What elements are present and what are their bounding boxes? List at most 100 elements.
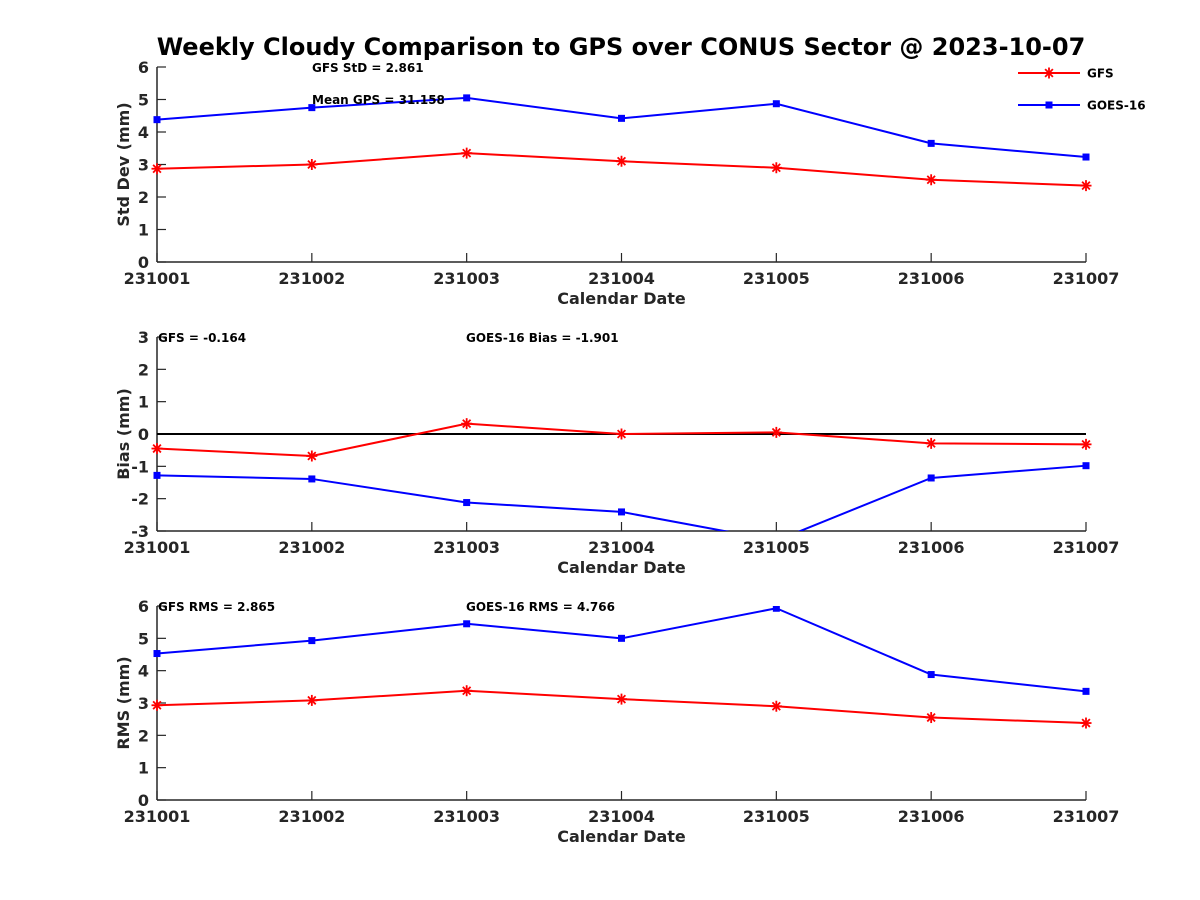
data-point-gfs <box>461 418 473 430</box>
x-axis-label: Calendar Date <box>557 289 686 308</box>
data-point-gfs <box>925 174 937 186</box>
data-point-goes-16 <box>618 508 625 516</box>
x-tick-label: 231005 <box>743 538 810 557</box>
y-axis-label: Std Dev (mm) <box>114 102 133 226</box>
x-tick-label: 231003 <box>433 807 500 826</box>
y-tick-label: 2 <box>138 726 149 745</box>
x-tick-label: 231004 <box>588 269 655 288</box>
data-point-goes-16 <box>153 116 161 124</box>
panel-annotation: GFS = -0.164 <box>158 331 246 345</box>
panel-2: -3 -2 -1 0 1 2 3 231001 231002 231003 231004 231005… <box>114 328 1119 577</box>
x-tick-label: 231003 <box>433 538 500 557</box>
data-point-goes-16 <box>153 650 161 658</box>
panel-1: 0 1 2 3 4 5 6 231001 231002 231003 231004 231005 231… <box>114 58 1119 308</box>
y-tick-label: 1 <box>138 759 149 778</box>
x-tick-label: 231002 <box>278 807 345 826</box>
y-tick-label: 4 <box>138 123 149 142</box>
data-point-goes-16 <box>927 474 935 482</box>
data-point-gfs <box>1080 438 1092 450</box>
x-tick-label: 231002 <box>278 538 345 557</box>
data-point-goes-16 <box>772 100 780 108</box>
data-point-gfs <box>151 443 163 455</box>
y-tick-label: 2 <box>138 360 149 379</box>
data-point-gfs <box>1080 717 1092 729</box>
y-tick-label: 3 <box>138 156 149 175</box>
data-layer <box>151 94 1092 192</box>
y-tick-label: 6 <box>138 58 149 77</box>
x-tick-label: 231007 <box>1053 807 1120 826</box>
x-tick-label: 231005 <box>743 807 810 826</box>
data-point-goes-16 <box>1082 462 1090 470</box>
data-layer <box>151 606 1092 729</box>
data-point-gfs <box>925 712 937 724</box>
chart-legend: GFS GOES-16 <box>1018 67 1146 113</box>
x-tick-label: 231001 <box>124 538 191 557</box>
y-tick-label: 6 <box>138 597 149 616</box>
data-point-goes-16 <box>772 606 780 612</box>
x-tick-label: 231007 <box>1053 538 1120 557</box>
x-tick-label: 231004 <box>588 807 655 826</box>
y-tick-label: 5 <box>138 91 149 110</box>
x-tick-label: 231001 <box>124 807 191 826</box>
data-point-gfs <box>616 693 627 705</box>
data-point-gfs <box>306 450 318 462</box>
y-tick-label: 3 <box>138 328 149 347</box>
data-point-gfs <box>306 694 318 706</box>
data-point-goes-16 <box>618 114 625 122</box>
panel-annotation: GFS StD = 2.861 <box>312 61 424 75</box>
data-point-gfs <box>151 699 163 711</box>
data-point-gfs <box>461 685 473 697</box>
data-point-gfs <box>770 426 782 438</box>
data-point-gfs <box>461 147 473 159</box>
data-point-gfs <box>616 428 627 440</box>
data-point-goes-16 <box>927 139 935 147</box>
panel-annotation: GOES-16 Bias = -1.901 <box>466 331 619 345</box>
data-point-goes-16 <box>463 94 471 102</box>
data-point-goes-16 <box>153 471 161 479</box>
y-tick-label: 3 <box>138 694 149 713</box>
y-tick-label: 2 <box>138 188 149 207</box>
y-tick-label: 4 <box>138 662 149 681</box>
data-point-gfs <box>616 155 627 167</box>
legend-marker-gfs <box>1043 67 1055 79</box>
data-point-gfs <box>306 159 318 170</box>
x-tick-label: 231001 <box>124 269 191 288</box>
y-tick-label: -1 <box>131 457 149 476</box>
data-point-goes-16 <box>1082 153 1090 161</box>
data-layer <box>151 418 1092 531</box>
y-axis-label: RMS (mm) <box>114 656 133 749</box>
x-tick-label: 231006 <box>898 538 965 557</box>
data-point-gfs <box>1080 180 1092 192</box>
data-point-goes-16 <box>463 499 471 507</box>
x-tick-label: 231003 <box>433 269 500 288</box>
data-point-gfs <box>151 163 163 175</box>
legend-label-goes-16: GOES-16 <box>1087 99 1146 113</box>
data-point-goes-16 <box>463 620 471 628</box>
x-tick-label: 231006 <box>898 269 965 288</box>
data-point-goes-16 <box>308 104 316 112</box>
x-axis-label: Calendar Date <box>557 558 686 577</box>
y-axis-label: Bias (mm) <box>114 388 133 480</box>
series-line-goes-16 <box>156 96 1087 159</box>
data-point-goes-16 <box>618 634 625 642</box>
x-tick-label: 231006 <box>898 807 965 826</box>
y-tick-label: -3 <box>131 522 149 541</box>
y-tick-label: 1 <box>138 221 149 240</box>
panel-annotation: Mean GPS = 31.158 <box>312 93 445 107</box>
x-tick-label: 231004 <box>588 538 655 557</box>
data-point-gfs <box>770 162 782 174</box>
data-point-goes-16 <box>308 637 316 645</box>
y-tick-label: -2 <box>131 490 149 509</box>
y-tick-label: 0 <box>138 791 149 810</box>
y-tick-label: 5 <box>138 629 149 648</box>
legend-label-gfs: GFS <box>1087 67 1114 81</box>
x-tick-label: 231005 <box>743 269 810 288</box>
data-point-gfs <box>925 437 937 449</box>
panel-annotation: GOES-16 RMS = 4.766 <box>466 600 615 614</box>
x-tick-label: 231007 <box>1053 269 1120 288</box>
x-axis-label: Calendar Date <box>557 827 686 846</box>
y-tick-label: 0 <box>138 253 149 272</box>
y-tick-label: 0 <box>138 425 149 444</box>
